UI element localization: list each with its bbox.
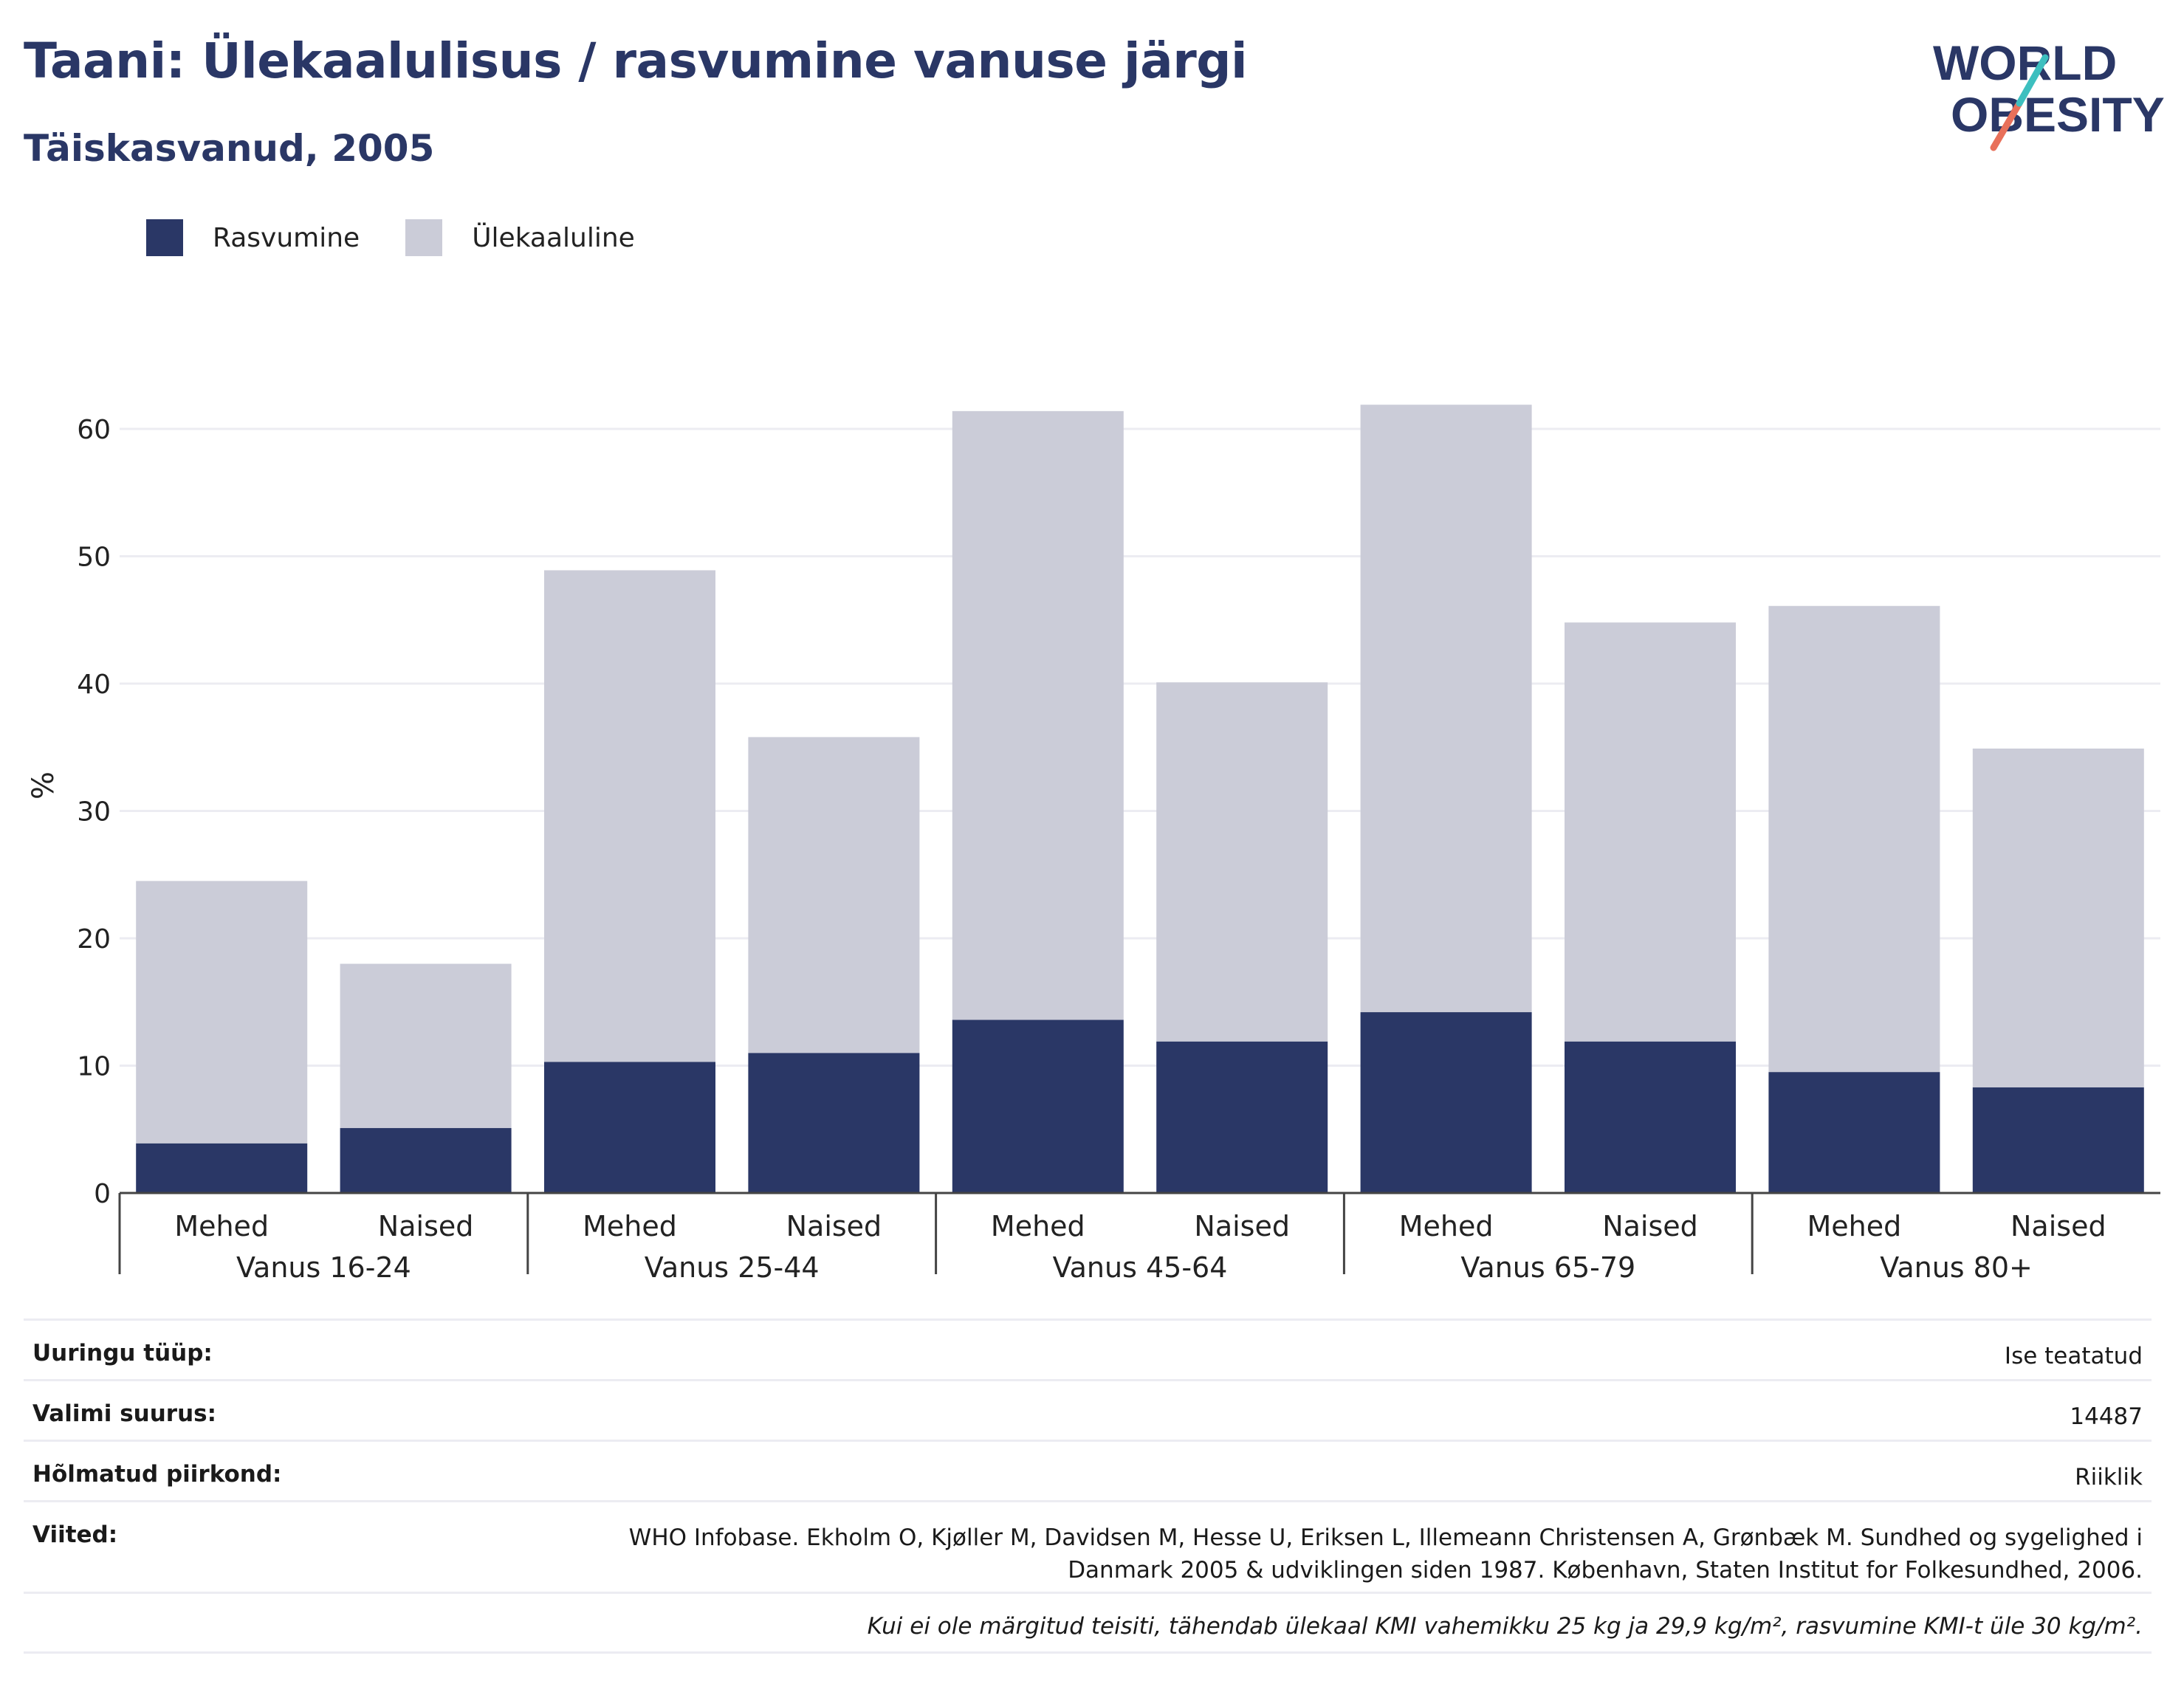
- group-label-4: Vanus 80+: [1880, 1251, 2033, 1284]
- info-row-coverage: Hõlmatud piirkond: Riiklik: [24, 1440, 2152, 1500]
- x-tick-label-2: Mehed: [583, 1210, 677, 1242]
- info-key-survey-type: Uuringu tüüp:: [32, 1340, 213, 1366]
- y-axis-label: %: [27, 771, 61, 800]
- y-tick-label-60: 60: [77, 415, 111, 445]
- legend-item-overweight[interactable]: Ülekaaluline: [405, 219, 635, 256]
- stacked-bar-chart: 0 10 20 30 40 50 60% Mehed Naised Vanus 16-24 Mehe…: [27, 405, 2160, 1284]
- legend-swatch-overweight: [405, 219, 443, 256]
- survey-info-table: Uuringu tüüp: Ise teatatud Valimi suurus…: [24, 1318, 2152, 1654]
- definition-note: Kui ei ole märgitud teisiti, tähendab ül…: [867, 1613, 2143, 1640]
- bar-overweight-6: [1360, 405, 1532, 1013]
- bar-obesity-3: [748, 1053, 920, 1193]
- bar-obesity-2: [544, 1062, 715, 1193]
- group-label-0: Vanus 16-24: [236, 1251, 411, 1284]
- chart-legend: Rasvumine Ülekaaluline: [146, 216, 681, 260]
- group-label-3: Vanus 65-79: [1460, 1251, 1635, 1284]
- chart-subtitle: Täiskasvanud, 2005: [24, 127, 435, 170]
- references-line-1: WHO Infobase. Ekholm O, Kjøller M, David…: [628, 1524, 2143, 1551]
- y-tick-label-10: 10: [77, 1052, 111, 1082]
- bar-overweight-1: [340, 963, 512, 1129]
- y-tick-label-30: 30: [77, 797, 111, 828]
- bar-obesity-5: [1156, 1041, 1328, 1193]
- info-row-references: Viited: WHO Infobase. Ekholm O, Kjøller …: [24, 1500, 2152, 1592]
- bar-overweight-9: [1972, 748, 2144, 1087]
- bar-overweight-7: [1565, 622, 1736, 1042]
- info-key-references: Viited:: [32, 1522, 118, 1548]
- group-label-2: Vanus 45-64: [1053, 1251, 1228, 1284]
- info-value-coverage: Riiklik: [2075, 1464, 2143, 1491]
- x-tick-label-0: Mehed: [174, 1210, 269, 1242]
- bar-overweight-0: [136, 881, 308, 1144]
- x-tick-label-8: Mehed: [1807, 1210, 1902, 1242]
- info-row-note: Kui ei ole märgitud teisiti, tähendab ül…: [24, 1592, 2152, 1654]
- legend-label-overweight: Ülekaaluline: [472, 222, 635, 253]
- bar-obesity-6: [1360, 1012, 1532, 1193]
- info-key-coverage: Hõlmatud piirkond:: [32, 1461, 282, 1488]
- bar-obesity-8: [1768, 1072, 1940, 1193]
- info-value-references: WHO Infobase. Ekholm O, Kjøller M, David…: [629, 1522, 2143, 1586]
- y-tick-label-20: 20: [77, 924, 111, 955]
- bar-obesity-0: [136, 1143, 308, 1193]
- bar-obesity-1: [340, 1128, 512, 1193]
- y-tick-label-40: 40: [77, 670, 111, 700]
- bar-obesity-4: [952, 1020, 1124, 1193]
- x-tick-label-5: Naised: [1194, 1210, 1290, 1242]
- bar-overweight-3: [748, 737, 920, 1053]
- info-key-sample-size: Valimi suurus:: [32, 1400, 216, 1427]
- logo-slash-teal: [2016, 54, 2049, 107]
- x-tick-label-7: Naised: [1602, 1210, 1698, 1242]
- chart-title: Taani: Ülekaalulisus / rasvumine vanuse …: [24, 32, 1248, 89]
- y-tick-label-0: 0: [94, 1179, 111, 1209]
- info-value-sample-size: 14487: [2070, 1403, 2143, 1430]
- logo-text-world: WORLD: [1933, 35, 2117, 90]
- legend-swatch-obesity: [146, 219, 183, 256]
- x-tick-label-4: Mehed: [991, 1210, 1085, 1242]
- x-tick-label-6: Mehed: [1399, 1210, 1494, 1242]
- references-line-2: Danmark 2005 & udviklingen siden 1987. K…: [1068, 1557, 2143, 1584]
- world-obesity-logo: WORLD OBESITY: [1933, 35, 2165, 151]
- bar-obesity-7: [1565, 1041, 1736, 1193]
- info-row-survey-type: Uuringu tüüp: Ise teatatud: [24, 1318, 2152, 1379]
- logo-text-obesity: OBESITY: [1951, 87, 2165, 142]
- legend-item-obesity[interactable]: Rasvumine: [146, 219, 360, 256]
- info-value-survey-type: Ise teatatud: [2004, 1343, 2143, 1369]
- x-tick-label-1: Naised: [378, 1210, 474, 1242]
- logo-slash-coral: [1990, 100, 2023, 151]
- x-tick-label-3: Naised: [786, 1210, 882, 1242]
- y-tick-label-50: 50: [77, 543, 111, 573]
- info-row-sample-size: Valimi suurus: 14487: [24, 1379, 2152, 1440]
- group-label-1: Vanus 25-44: [645, 1251, 820, 1284]
- bar-overweight-4: [952, 410, 1124, 1020]
- x-tick-label-9: Naised: [2010, 1210, 2106, 1242]
- bar-overweight-8: [1768, 605, 1940, 1073]
- legend-label-obesity: Rasvumine: [213, 222, 360, 253]
- bar-overweight-5: [1156, 682, 1328, 1042]
- bar-overweight-2: [544, 570, 715, 1062]
- bar-obesity-9: [1972, 1087, 2144, 1193]
